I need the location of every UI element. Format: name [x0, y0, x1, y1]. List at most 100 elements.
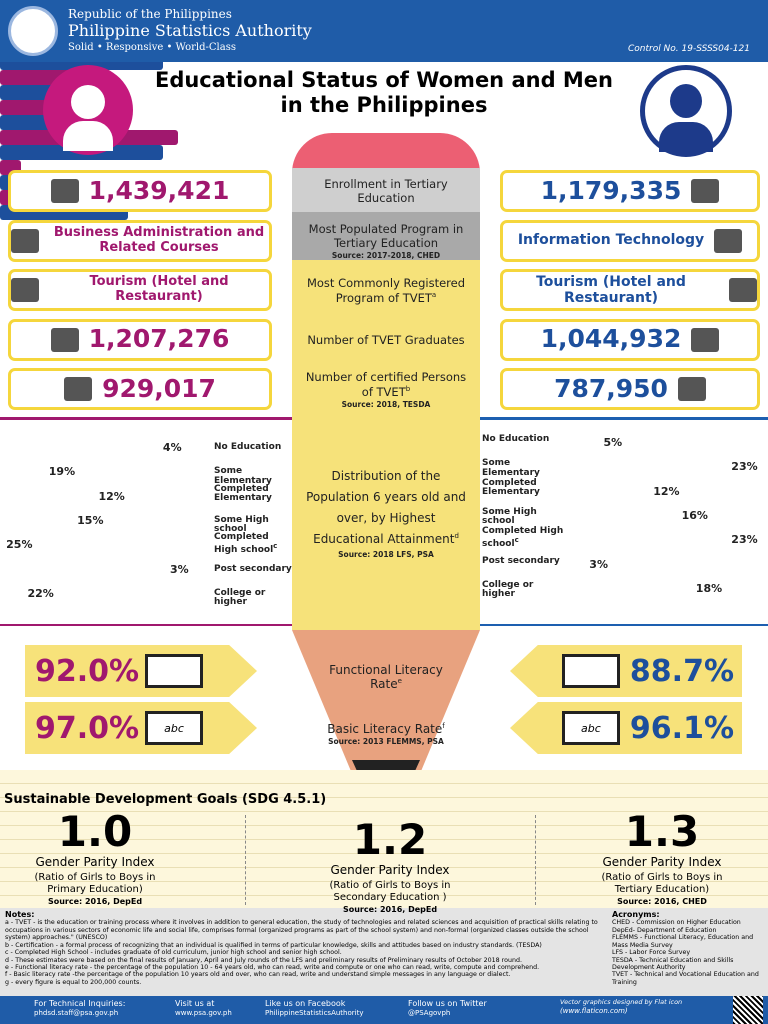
title: Educational Status of Women and Men in t… — [140, 68, 628, 118]
women-box: 1,207,276 — [8, 318, 272, 361]
header-line2: Philippine Statistics Authority — [68, 21, 312, 40]
women-value-label: 25% — [6, 538, 33, 552]
literacy-label-text: Basic Literacy Rate — [327, 722, 443, 737]
category-label: College or higher — [214, 587, 266, 608]
category-label: Some Elementary — [482, 458, 540, 478]
category-label: College or higher — [482, 579, 534, 600]
note-line: a - TVET - is the education or training … — [5, 919, 598, 942]
category-label: Completed Elementary — [214, 483, 272, 504]
men-value-label: 3% — [589, 557, 608, 571]
men-value-label: 18% — [695, 581, 723, 595]
men-value: 1,044,932 — [540, 324, 682, 354]
literacy-source: Source: 2013 FLEMMS, PSA — [328, 736, 444, 746]
category-label: Some High school — [482, 506, 537, 527]
board-icon — [145, 654, 203, 688]
category-label: No Education — [214, 442, 294, 452]
footer-label: Follow us on Twitter — [408, 999, 487, 1008]
women-value-label: 19% — [48, 465, 76, 479]
acronym-line: TVET - Technical and Vocational Educatio… — [612, 971, 759, 986]
sdg-value: 1.3 — [624, 807, 700, 856]
footnote-mark: e — [397, 677, 402, 685]
footnote-mark: c — [514, 535, 519, 544]
men-value-label: 23% — [731, 533, 758, 547]
category-label: No Education — [482, 434, 564, 444]
woman-icon — [43, 65, 133, 155]
note-line: f - Basic literacy rate -the percentage … — [5, 971, 511, 979]
women-value: Business Administration and Related Cour… — [53, 224, 265, 255]
women-icon — [11, 228, 39, 253]
sdg-value: 1.2 — [352, 815, 428, 864]
men-value-label: 12% — [653, 484, 680, 498]
footer-item: Visit us at www.psa.gov.ph — [175, 999, 232, 1017]
men-box: 1,044,932 — [500, 318, 760, 361]
sdg-source: Source: 2016, CHED — [617, 897, 707, 907]
women-box: Tourism (Hotel and Restaurant) — [8, 269, 272, 311]
sdg-title: Sustainable Development Goals (SDG 4.5.1… — [4, 792, 327, 807]
men-rate: 88.7% — [629, 653, 734, 689]
women-box: Business Administration and Related Cour… — [8, 219, 272, 262]
category-label: Completed Elementary — [482, 477, 540, 498]
category-label: Completed High schoolc — [482, 526, 564, 549]
category-label: Some Elementary — [214, 466, 272, 486]
women-value-label: 12% — [98, 489, 125, 503]
acronym-line: CHED - Commission on Higher Education — [612, 919, 741, 927]
men-literacy: 88.7% — [510, 645, 742, 697]
sdg-source: Source: 2016, DepEd — [47, 897, 143, 907]
board-icon: abc — [145, 711, 203, 745]
category-label: College or higher — [214, 587, 294, 608]
sdg-item: 1.0 Gender Parity Index (Ratio of Girls to… — [0, 807, 195, 907]
men-value-label: 16% — [681, 508, 708, 522]
distribution-label: Distribution of the Population 6 years o… — [300, 452, 472, 572]
acronym-line: DepEd- Department of Education — [612, 926, 717, 934]
women-rate: 92.0% — [35, 653, 140, 689]
footer-label: Vector graphics designed by Flat icon — [560, 998, 683, 1006]
footnote-mark: a — [431, 290, 437, 299]
footer-item: For Technical Inquiries: phdsd.staff@psa.… — [34, 999, 125, 1017]
header-line1: Republic of the Philippines — [68, 7, 232, 21]
row-label-text: Number of certified Persons of TVET — [305, 370, 467, 399]
divider — [0, 417, 292, 420]
row-label-text: Most Populated Program in Tertiary Educa… — [308, 222, 464, 250]
row-label: Number of TVET Graduates — [300, 319, 472, 363]
footnote-mark: d — [454, 531, 459, 540]
women-box: 1,439,421 — [8, 170, 272, 212]
note-line: c - Completed High School - includes gra… — [5, 949, 342, 957]
men-value-label: 23% — [731, 460, 758, 474]
title-line: Educational Status of Women and Men — [154, 68, 614, 92]
literacy-label-text: Functional Literacy Rate — [329, 662, 443, 691]
footer-item: Follow us on Twitter @PSAgovph — [408, 999, 487, 1017]
men-box: Tourism (Hotel and Restaurant) — [500, 269, 760, 311]
footnote-mark: c — [273, 541, 278, 550]
note-line: b - Certification - a formal process of … — [5, 941, 542, 949]
literacy-label: Functional Literacy Ratee — [320, 651, 452, 703]
women-value-label: 22% — [27, 586, 54, 600]
footer-item: Vector graphics designed by Flat icon (ww… — [560, 998, 683, 1015]
men-icon — [691, 327, 720, 352]
sdg-value: 1.0 — [57, 807, 133, 856]
footer-label: For Technical Inquiries: — [34, 999, 126, 1008]
footer-detail: www.psa.gov.ph — [175, 1008, 232, 1017]
man-icon — [640, 65, 732, 157]
men-value: Tourism (Hotel and Restaurant) — [536, 273, 686, 306]
row-label-text: Enrollment in Tertiary Education — [324, 177, 448, 205]
footer-detail: @PSAgovph — [408, 1008, 451, 1017]
header-line3: Solid • Responsive • World-Class — [68, 42, 236, 53]
category-label: College or higher — [482, 579, 564, 600]
category-label: Post secondary — [214, 564, 294, 574]
footnote-mark: f — [442, 722, 445, 731]
women-literacy: 97.0% abc — [25, 702, 257, 754]
men-literacy: abc 96.1% — [510, 702, 742, 754]
column-divider — [245, 815, 246, 905]
men-icon — [691, 179, 720, 203]
footer-detail: phdsd.staff@psa.gov.ph — [34, 1008, 119, 1017]
control-number: Control No. 19-SSSS04-121 — [627, 44, 750, 54]
qr-code — [733, 996, 763, 1024]
header: Republic of the Philippines Philippine S… — [0, 0, 768, 62]
row-label-text: Most Populated Program in Tertiary Educa… — [300, 222, 472, 251]
category-label: Some Elementary — [214, 466, 294, 486]
pencil-band — [292, 212, 480, 260]
notes-title: Notes: — [5, 910, 35, 919]
women-icon — [50, 327, 79, 352]
women-value-label: 15% — [77, 513, 104, 527]
sdg-desc: (Ratio of Girls to Boys in Secondary Edu… — [329, 880, 451, 903]
